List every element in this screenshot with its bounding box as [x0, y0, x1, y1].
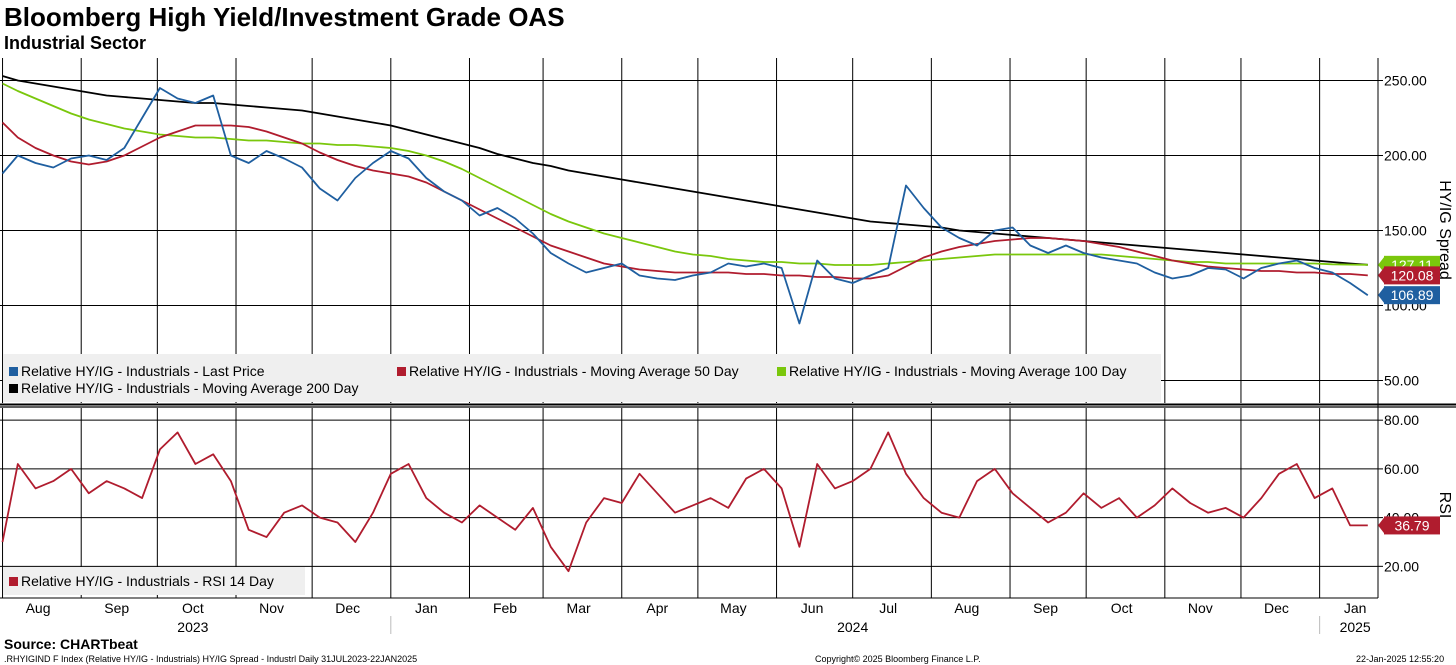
y-axis-title: HY/IG Spread: [1436, 180, 1453, 280]
rsi-axis-tick-label: 60.00: [1384, 461, 1419, 477]
tag-last-price-pointer: [1378, 286, 1385, 305]
tag-ma50-box: [1384, 266, 1440, 285]
rsi-axis-tick-label: 80.00: [1384, 412, 1419, 428]
x-tick-label: Nov: [259, 600, 284, 616]
x-tick-label: Mar: [567, 600, 591, 616]
x-tick-label: Sep: [104, 600, 129, 616]
rsi-axis-title: RSI: [1436, 492, 1453, 519]
copyright-label: Copyright© 2025 Bloomberg Finance L.P.: [815, 654, 981, 664]
series-line-ma200: [2, 75, 1368, 266]
legend-ma200-swatch: [9, 384, 18, 393]
legend-box: [3, 354, 1161, 402]
x-tick-label: Dec: [1264, 600, 1289, 616]
tag-rsi-text: 36.79: [1394, 517, 1429, 533]
x-tick-label: Oct: [1111, 600, 1133, 616]
series-line-rsi: [1, 431, 1368, 573]
legend-ma100-swatch: [777, 367, 786, 376]
legend-rsi-label: Relative HY/IG - Industrials - RSI 14 Da…: [21, 573, 274, 589]
y-axis-tick-label: 150.00: [1384, 223, 1427, 239]
y-axis-tick-label: 50.00: [1384, 373, 1419, 389]
tag-rsi-pointer: [1378, 516, 1385, 535]
x-year-label: 2025: [1340, 619, 1371, 635]
rsi-axis-tick-label: 20.00: [1384, 558, 1419, 574]
x-tick-label: Sep: [1033, 600, 1058, 616]
x-tick-label: May: [720, 600, 746, 616]
x-tick-label: Aug: [954, 600, 979, 616]
x-tick-label: Apr: [646, 600, 668, 616]
y-axis-tick-label: 200.00: [1384, 148, 1427, 164]
x-year-label: 2024: [837, 619, 868, 635]
tag-ma50-pointer: [1378, 266, 1385, 285]
x-tick-label: Jan: [415, 600, 438, 616]
x-tick-label: Dec: [335, 600, 360, 616]
series-line-last-price: [1, 87, 1369, 325]
x-tick-label: Jan: [1344, 600, 1367, 616]
tag-last-price-box: [1384, 286, 1440, 305]
legend-ma200-label: Relative HY/IG - Industrials - Moving Av…: [21, 380, 358, 396]
legend-ma50-label: Relative HY/IG - Industrials - Moving Av…: [409, 363, 739, 379]
x-tick-label: Oct: [182, 600, 204, 616]
legend-last-price-swatch: [9, 367, 18, 376]
timestamp-label: 22-Jan-2025 12:55:20: [1356, 654, 1445, 664]
legend-ma50-swatch: [397, 367, 406, 376]
x-year-label: 2023: [177, 619, 208, 635]
tag-last-price-text: 106.89: [1391, 287, 1434, 303]
legend-last-price-label: Relative HY/IG - Industrials - Last Pric…: [21, 363, 265, 379]
tag-rsi-box: [1384, 516, 1440, 535]
chart-subtitle: Industrial Sector: [4, 33, 147, 53]
series-line-ma50: [1, 121, 1368, 280]
legend-ma100-label: Relative HY/IG - Industrials - Moving Av…: [789, 363, 1126, 379]
x-tick-label: Nov: [1188, 600, 1213, 616]
source-label: Source: CHARTbeat: [4, 636, 138, 652]
x-tick-label: Jun: [801, 600, 824, 616]
x-tick-label: Jul: [879, 600, 897, 616]
rsi-legend-box: [3, 567, 305, 595]
x-tick-label: Aug: [26, 600, 51, 616]
x-tick-label: Feb: [493, 600, 517, 616]
y-axis-tick-label: 250.00: [1384, 73, 1427, 89]
ticker-label: .RHYIGIND F Index (Relative HY/IG - Indu…: [4, 654, 418, 664]
tag-ma50-text: 120.08: [1391, 267, 1434, 283]
chart-title: Bloomberg High Yield/Investment Grade OA…: [4, 2, 565, 32]
series-line-ma100: [2, 82, 1368, 266]
legend-rsi-swatch: [9, 577, 18, 586]
